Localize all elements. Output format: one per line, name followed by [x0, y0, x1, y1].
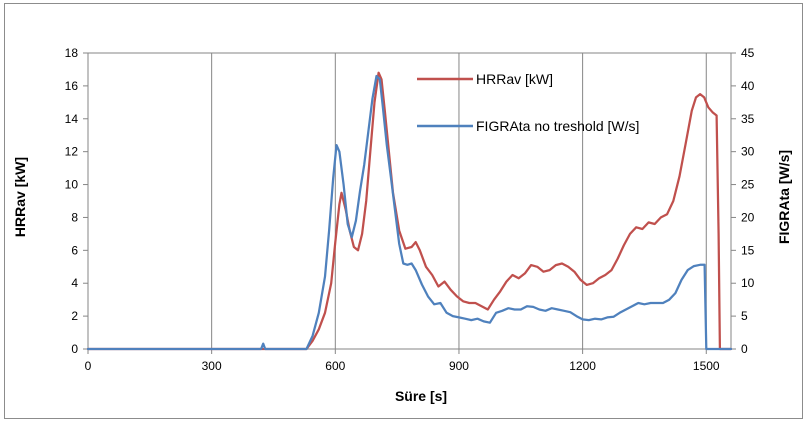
y-left-tick-label: 4: [71, 276, 78, 290]
y-right-tick-label: 10: [741, 276, 755, 290]
legend-label-figrata: FIGRAta no treshold [W/s]: [476, 118, 639, 134]
y-right-tick-label: 30: [741, 145, 755, 159]
series-layer: [86, 71, 733, 351]
x-tick-label: 1200: [569, 359, 596, 373]
y-axis-right-title: FIGRAta [W/s]: [776, 150, 792, 244]
series-line-figrata: [86, 74, 733, 351]
y-left-tick-label: 18: [65, 46, 79, 60]
y-left-tick-label: 8: [71, 210, 78, 224]
y-right-tick-label: 40: [741, 79, 755, 93]
x-tick-label: 900: [449, 359, 469, 373]
legend-label-hrrav: HRRav [kW]: [476, 71, 553, 87]
x-tick-label: 0: [85, 359, 92, 373]
series-line-hrrav: [86, 71, 733, 351]
grid-layer: [211, 53, 707, 349]
y-right-tick-label: 45: [741, 46, 755, 60]
y-left-tick-label: 10: [65, 178, 79, 192]
y-right-tick-label: 15: [741, 243, 755, 257]
y-right-tick-label: 0: [741, 342, 748, 356]
y-axis-left-title: HRRav [kW]: [12, 157, 28, 237]
y-left-tick-label: 16: [65, 79, 79, 93]
plot-area-border: [87, 52, 732, 350]
x-tick-label: 600: [325, 359, 345, 373]
y-right-tick-label: 35: [741, 112, 755, 126]
y-left-tick-label: 12: [65, 145, 79, 159]
y-right-tick-label: 5: [741, 309, 748, 323]
y-right-tick-label: 25: [741, 178, 755, 192]
y-left-tick-label: 14: [65, 112, 79, 126]
y-left-tick-label: 2: [71, 309, 78, 323]
x-tick-label: 300: [202, 359, 222, 373]
y-left-tick-label: 0: [71, 342, 78, 356]
y-left-tick-label: 6: [71, 243, 78, 257]
x-tick-label: 1500: [693, 359, 720, 373]
legend: HRRav [kW] FIGRAta no treshold [W/s]: [417, 71, 639, 134]
x-axis-title: Süre [s]: [395, 388, 447, 404]
y-right-tick-label: 20: [741, 210, 755, 224]
ticks-layer: 0 300 600 900 1200 1500 0 2 4 6 8 10 12 14 16 18 0 5 10 15 2…: [65, 46, 755, 373]
